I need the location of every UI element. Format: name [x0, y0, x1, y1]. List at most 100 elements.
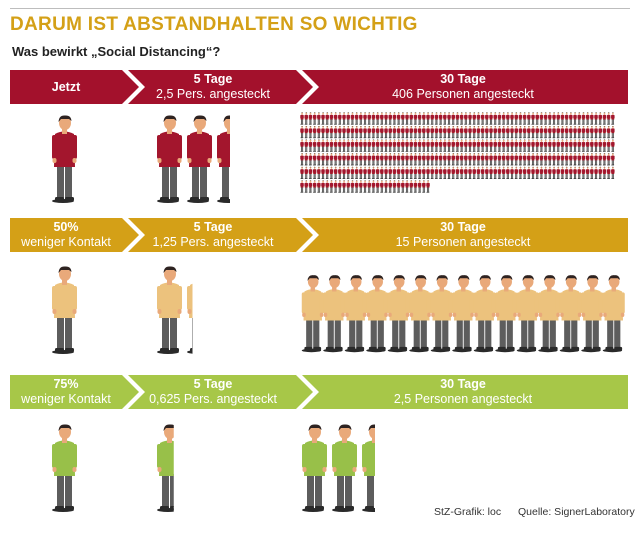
- person-icon: [472, 139, 476, 152]
- person-icon: [52, 424, 77, 512]
- person-icon: [522, 166, 527, 179]
- person-icon: [346, 180, 350, 193]
- person-icon: [602, 139, 607, 152]
- persons-30-days-group: [300, 112, 618, 204]
- person-icon: [455, 166, 460, 179]
- person-icon: [598, 166, 602, 179]
- person-icon: [413, 139, 418, 152]
- person-icon: [417, 153, 422, 166]
- persons-30-days-svg: [302, 424, 375, 512]
- person-icon: [581, 275, 604, 353]
- person-icon: [518, 112, 523, 125]
- person-icon: [598, 139, 602, 152]
- person-icon: [401, 125, 405, 139]
- person-icon: [447, 112, 451, 125]
- person-icon: [527, 153, 531, 166]
- person-icon: [392, 166, 397, 179]
- person-icon: [611, 166, 615, 179]
- person-icon: [417, 125, 422, 139]
- person-icon: [338, 139, 342, 152]
- person-icon: [577, 153, 581, 166]
- person-icon: [459, 166, 464, 179]
- person-icon: [472, 166, 476, 179]
- person-icon: [506, 112, 510, 125]
- persons-start-svg: [52, 266, 77, 354]
- person-icon: [304, 180, 308, 193]
- person-icon: [539, 153, 544, 166]
- person-icon: [531, 153, 535, 166]
- person-icon: [359, 125, 363, 139]
- person-icon: [560, 166, 565, 179]
- person-icon: [556, 166, 560, 179]
- person-icon: [497, 153, 502, 166]
- person-icon: [531, 166, 535, 179]
- person-icon: [539, 112, 544, 125]
- person-icon: [308, 180, 313, 193]
- person-icon: [468, 125, 472, 139]
- graphic-credit: StZ-Grafik: loc: [434, 506, 502, 518]
- person-icon: [514, 112, 518, 125]
- person-icon: [543, 112, 548, 125]
- person-icon: [443, 166, 447, 179]
- person-icon: [333, 139, 338, 152]
- person-icon: [472, 112, 476, 125]
- band-segment-5-days: [128, 375, 313, 409]
- person-icon: [594, 153, 598, 166]
- band-label-5-days: 5 Tage 2,5 Pers. angesteckt: [156, 72, 270, 101]
- person-icon: [409, 180, 413, 193]
- person-icon: [455, 139, 460, 152]
- person-icon: [392, 153, 397, 166]
- person-icon: [535, 125, 539, 139]
- person-icon: [409, 139, 413, 152]
- person-icon: [495, 275, 518, 353]
- person-icon: [501, 166, 506, 179]
- person-icon: [556, 139, 560, 152]
- person-icon: [367, 139, 371, 152]
- person-icon: [371, 166, 376, 179]
- person-icon: [451, 125, 455, 139]
- person-icon: [430, 112, 434, 125]
- band-segment-5-days: [128, 70, 313, 104]
- person-icon: [573, 125, 577, 139]
- person-icon: [329, 166, 334, 179]
- person-icon: [564, 166, 569, 179]
- person-icon: [522, 153, 527, 166]
- person-icon: [606, 112, 611, 125]
- person-icon: [585, 166, 590, 179]
- person-icon: [338, 125, 342, 139]
- data-source: Quelle: SignerLaboratory: [518, 506, 635, 518]
- person-icon: [485, 139, 489, 152]
- person-icon: [396, 153, 401, 166]
- person-icon: [573, 112, 577, 125]
- person-icon: [409, 166, 413, 179]
- person-icon: [434, 139, 439, 152]
- person-icon: [384, 125, 388, 139]
- person-icon: [380, 153, 384, 166]
- person-icon: [510, 153, 514, 166]
- person-icon: [359, 180, 363, 193]
- person-icon: [590, 139, 594, 152]
- person-icon: [577, 139, 581, 152]
- person-icon: [590, 166, 594, 179]
- person-icon: [371, 180, 376, 193]
- person-icon: [350, 166, 355, 179]
- person-icon: [590, 125, 594, 139]
- band-segment-30-days: [302, 375, 628, 409]
- person-icon: [535, 153, 539, 166]
- person-icon: [401, 153, 405, 166]
- person-icon: [426, 112, 430, 125]
- person-icon: [363, 166, 367, 179]
- person-icon: [380, 125, 384, 139]
- person-icon: [594, 139, 598, 152]
- person-icon: [510, 139, 514, 152]
- person-icon: [455, 125, 460, 139]
- band-label-30-days: 30 Tage 15 Personen angesteckt: [395, 220, 531, 249]
- person-icon: [585, 139, 590, 152]
- person-icon: [333, 166, 338, 179]
- person-icon: [342, 112, 346, 125]
- person-icon: [506, 139, 510, 152]
- graphic-title: DARUM IST ABSTANDHALTEN SO WICHTIG: [10, 14, 418, 35]
- person-icon: [527, 166, 531, 179]
- person-icon: [459, 112, 464, 125]
- person-icon: [497, 139, 502, 152]
